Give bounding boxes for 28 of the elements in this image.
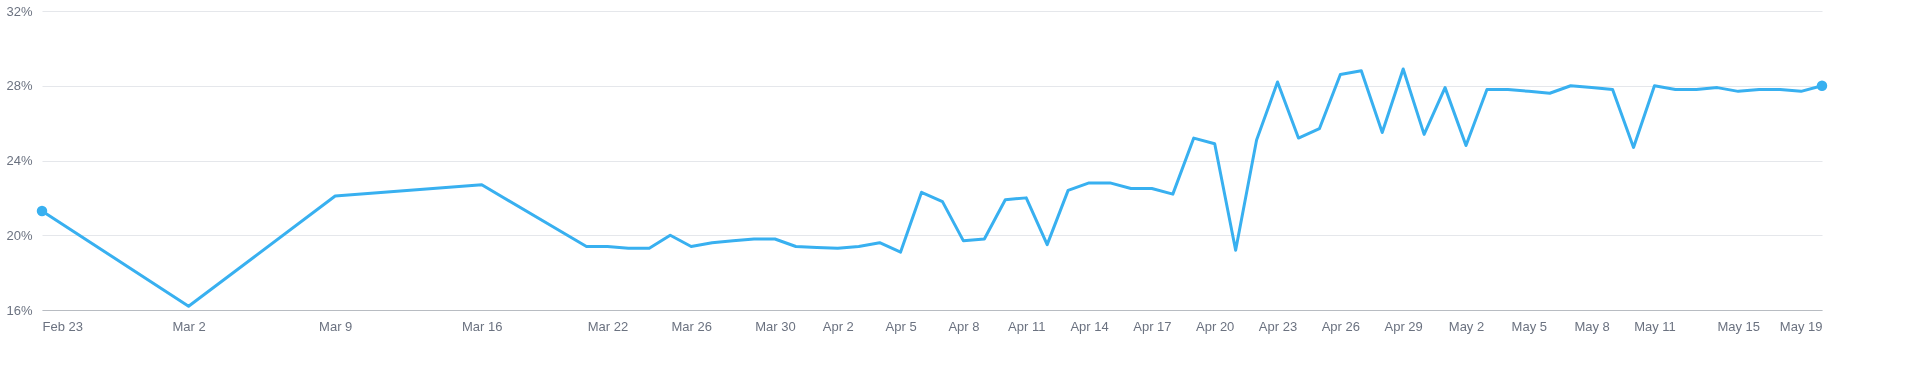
x-tick-label: May 11	[1634, 318, 1676, 334]
x-tick-label: May 19	[1779, 318, 1823, 334]
x-tick-label: Apr 2	[822, 318, 854, 334]
y-tick-label: 32%	[6, 3, 33, 19]
x-tick-label: Apr 20	[1196, 318, 1235, 334]
x-tick-label: Feb 23	[42, 318, 83, 334]
x-tick-label: May 2	[1448, 318, 1485, 334]
x-tick-label: Mar 2	[172, 318, 206, 334]
y-tick-label: 24%	[6, 153, 33, 168]
x-tick-label: Mar 9	[319, 318, 353, 334]
x-tick-label: Apr 23	[1258, 318, 1298, 334]
x-tick-label: Mar 16	[462, 318, 503, 334]
y-tick-label: 20%	[6, 227, 33, 243]
x-tick-label: May 15	[1717, 318, 1761, 334]
x-tick-label: Mar 30	[755, 318, 796, 334]
x-tick-label: Apr 26	[1321, 318, 1361, 334]
y-tick-label: 28%	[6, 78, 33, 94]
x-tick-label: Apr 5	[885, 318, 917, 334]
x-tick-label: May 5	[1511, 318, 1548, 334]
x-tick-label: Apr 14	[1070, 318, 1109, 334]
y-tick-label: 16%	[6, 302, 33, 318]
x-tick-label: Mar 22	[587, 318, 629, 334]
x-tick-label: Apr 11	[1008, 318, 1046, 334]
x-tick-label: Apr 17	[1133, 318, 1172, 334]
x-tick-label: Apr 29	[1384, 318, 1423, 334]
x-tick-label: May 8	[1574, 318, 1610, 334]
x-tick-label: Apr 8	[948, 318, 980, 334]
x-tick-label: Mar 26	[671, 318, 712, 334]
